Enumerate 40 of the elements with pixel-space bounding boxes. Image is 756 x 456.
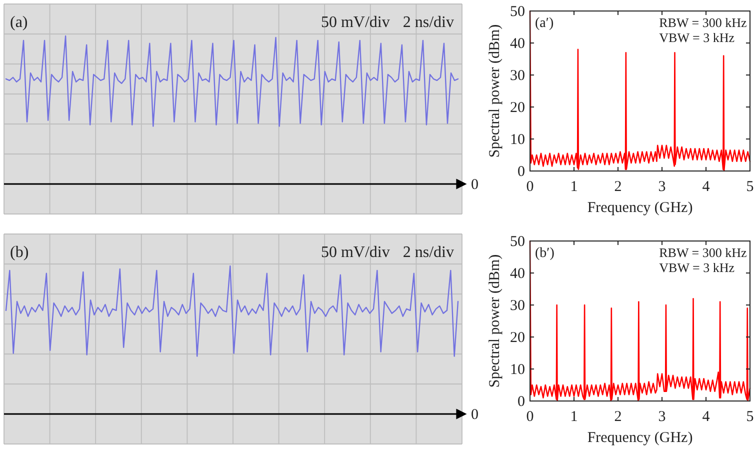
y-axis-title: Spectral power (dBm): [487, 254, 503, 388]
x-axis-title: Frequency (GHz): [587, 200, 693, 216]
chart-title: (b): [10, 244, 29, 261]
x-tick-label: 5: [746, 179, 754, 195]
y-tick-label: 10: [510, 362, 525, 378]
y-tick-label: 20: [510, 100, 525, 116]
y-tick-label: 0: [518, 394, 525, 410]
chart-title: (a): [10, 14, 28, 31]
x-tick-label: 1: [570, 409, 578, 425]
annotation: RBW = 300 kHz: [659, 245, 747, 260]
x-tick-label: 2: [614, 409, 622, 425]
x-tick-label: 4: [702, 179, 710, 195]
x-axis-title: Frequency (GHz): [587, 430, 693, 446]
annotation: VBW = 3 kHz: [659, 260, 735, 275]
x-tick-label: 2: [614, 179, 622, 195]
y-tick-label: 10: [510, 132, 525, 148]
annotation: RBW = 300 kHz: [659, 15, 747, 30]
line-series: [529, 10, 751, 172]
y-tick-label: 40: [510, 266, 525, 282]
x-tick-label: 5: [746, 409, 754, 425]
x-tick-label: 4: [702, 409, 710, 425]
annotation: VBW = 3 kHz: [659, 30, 735, 45]
x-tick-label: 3: [658, 409, 666, 425]
y-tick-label: 20: [510, 330, 525, 346]
x-tick-label: 1: [570, 179, 578, 195]
line-series: [529, 240, 751, 402]
chart-title: (a′): [535, 16, 554, 31]
y-tick-label: 30: [510, 298, 525, 314]
x-tick-label: 3: [658, 179, 666, 195]
y-tick-label: 0: [518, 164, 525, 180]
y-tick-label: 30: [510, 68, 525, 84]
text: 50 mV/div: [320, 14, 390, 31]
y-tick-label: 40: [510, 36, 525, 52]
text: 2 ns/div: [402, 14, 454, 31]
y-tick-label: 50: [510, 4, 525, 20]
y-axis-title: Spectral power (dBm): [487, 24, 503, 158]
text: 2 ns/div: [402, 244, 454, 261]
chart-title: (b′): [535, 246, 555, 261]
text: 50 mV/div: [320, 244, 390, 261]
y-tick-label: 50: [510, 234, 525, 250]
